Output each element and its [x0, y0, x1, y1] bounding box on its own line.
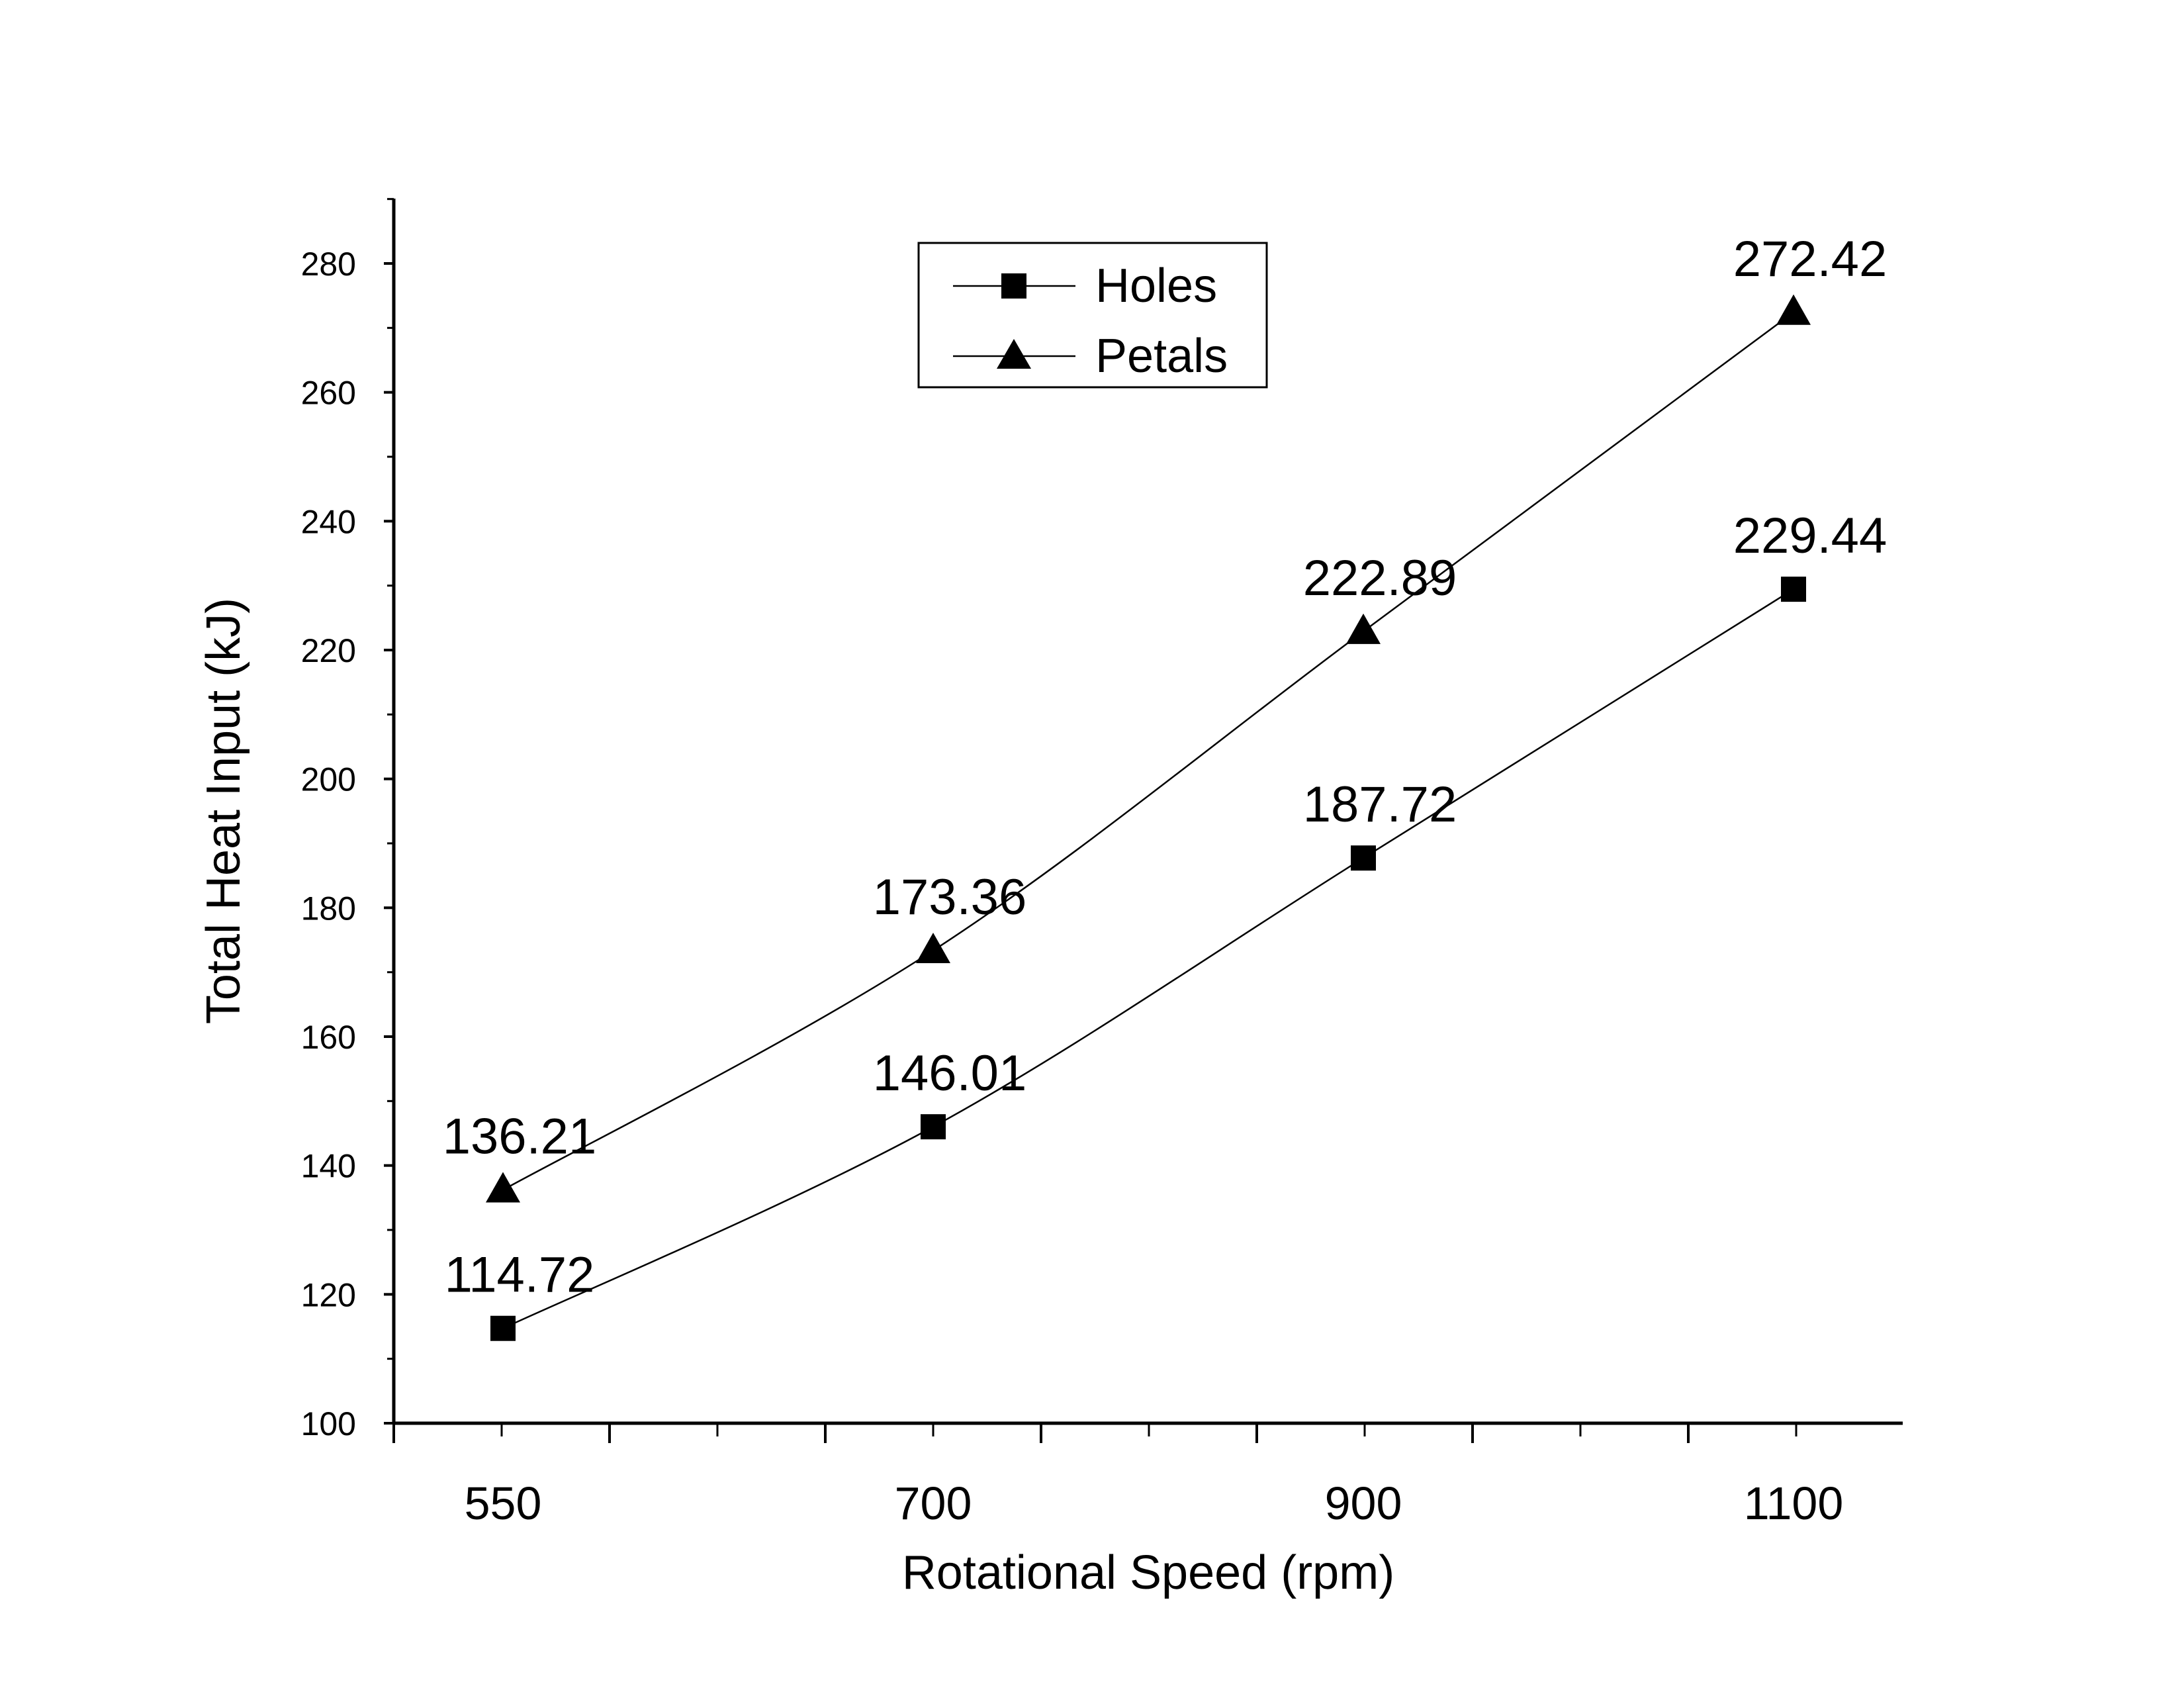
y-tick-label: 180	[301, 890, 356, 927]
data-point-holes	[1781, 577, 1806, 602]
y-tick-label: 220	[301, 632, 356, 669]
series-layer	[486, 294, 1811, 1341]
data-point-petals	[1776, 294, 1811, 325]
y-tick-label: 120	[301, 1276, 356, 1313]
y-tick-label: 240	[301, 503, 356, 540]
x-tick-label: 1100	[1744, 1477, 1844, 1529]
x-tick-label: 550	[465, 1477, 542, 1529]
y-tick-label: 160	[301, 1019, 356, 1056]
plot-axes: 100 120 140 160 180 200 220 240 260 280 550 700 900…	[301, 198, 1903, 1529]
y-ticks: 100 120 140 160 180 200 220 240 260 280	[301, 198, 394, 1442]
y-axis-title: Total Heat Input (kJ)	[197, 598, 250, 1024]
data-labels: 114.72 146.01 187.72 229.44 136.21 173.36 222.…	[443, 231, 1887, 1303]
legend-label-holes: Holes	[1095, 259, 1217, 312]
data-point-petals	[486, 1172, 520, 1203]
y-tick-label: 200	[301, 761, 356, 798]
data-point-holes	[921, 1114, 946, 1140]
data-point-holes	[490, 1315, 516, 1341]
series-line-petals	[502, 311, 1794, 1191]
series-line-holes	[502, 588, 1794, 1329]
data-label-petals: 136.21	[443, 1109, 596, 1165]
y-tick-label: 280	[301, 246, 356, 283]
data-label-petals: 173.36	[873, 869, 1026, 925]
legend-box	[917, 242, 1268, 389]
data-label-petals: 222.89	[1303, 550, 1457, 606]
y-tick-label: 140	[301, 1148, 356, 1185]
y-tick-label: 100	[301, 1405, 356, 1442]
legend-marker-triangle	[997, 339, 1031, 369]
legend: Holes Petals	[917, 242, 1268, 389]
x-tick-label: 900	[1325, 1477, 1402, 1529]
x-tick-label: 700	[895, 1477, 972, 1529]
x-ticks: 550 700 900 1100	[392, 1423, 1844, 1529]
data-label-holes: 187.72	[1303, 776, 1457, 833]
legend-label-petals: Petals	[1095, 330, 1228, 383]
x-axis-title: Rotational Speed (rpm)	[902, 1546, 1394, 1599]
y-tick-label: 260	[301, 375, 356, 412]
data-label-holes: 146.01	[873, 1045, 1026, 1102]
data-point-holes	[1351, 845, 1376, 871]
data-point-petals	[916, 932, 950, 963]
data-point-petals	[1346, 613, 1381, 644]
data-label-petals: 272.42	[1733, 231, 1887, 287]
legend-marker-square	[1001, 273, 1026, 299]
data-label-holes: 114.72	[445, 1247, 595, 1303]
data-label-holes: 229.44	[1733, 508, 1887, 564]
